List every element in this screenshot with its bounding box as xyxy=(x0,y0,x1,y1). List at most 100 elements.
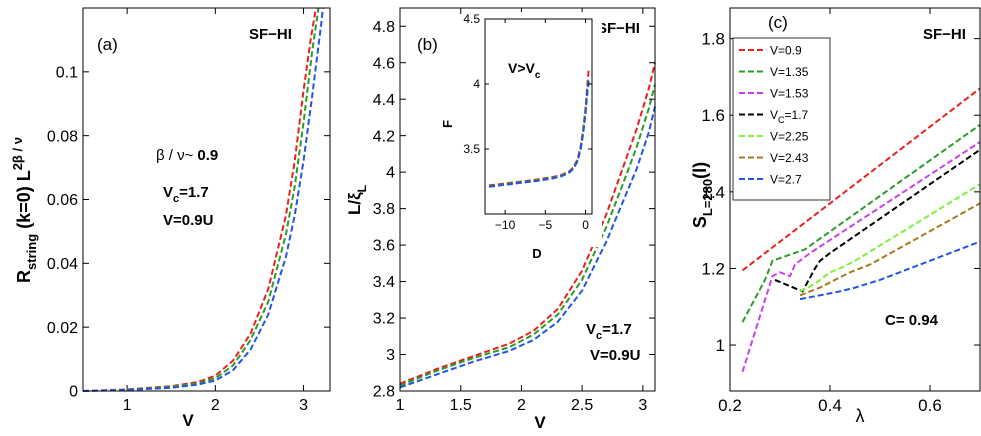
panel-b-ytick-label: 3.4 xyxy=(373,274,395,291)
panel-b-xtick-label: 2 xyxy=(517,397,526,414)
panel-c-series-4 xyxy=(799,183,981,293)
panel-b-ytick-label: 3 xyxy=(386,347,395,364)
inset-series-2 xyxy=(488,81,590,188)
panel-b-ticks: 1 1.5 2 2.5 3 2.8 3 3.2 3.4 3.6 3.8 4 4.2 4.4 4.6 4.8 xyxy=(373,8,655,414)
inset-ytick-label: 3.5 xyxy=(463,142,480,156)
panel-a-exponent: β / ν~ 0.9 xyxy=(156,147,218,164)
panel-c-xlabel: λ xyxy=(856,406,865,426)
panel-c-xtick-label: 0.4 xyxy=(818,396,842,415)
panel-b-vc-sub: c xyxy=(596,330,602,342)
panel-c-ytick-label: 1.6 xyxy=(701,106,725,125)
panel-b-xtick-label: 3 xyxy=(638,397,647,414)
panel-c-xtick-label: 0.2 xyxy=(718,396,742,415)
panel-a-ylabel-main: R xyxy=(14,270,34,283)
inset-xtick-label: 0 xyxy=(582,218,589,232)
inset-ytick-label: 4.5 xyxy=(463,12,480,26)
panel-a-series-0 xyxy=(82,7,317,392)
legend-label-1: V=1.35 xyxy=(770,65,809,79)
inset-annotation: V>Vc xyxy=(508,60,541,81)
panel-a-ytick-label: 0.06 xyxy=(47,192,78,209)
panel-b-series-0 xyxy=(399,62,656,385)
inset-xtick-label: −10 xyxy=(495,218,516,232)
panel-b-xtick-label: 1 xyxy=(396,397,405,414)
panel-b-xtick-label: 1.5 xyxy=(450,397,472,414)
panel-c-c-text: C= 0.94 xyxy=(885,312,939,329)
legend-label-main: V=2.7 xyxy=(770,173,802,187)
legend-label-tail: =1.7 xyxy=(785,108,809,122)
inset-frame xyxy=(484,18,593,215)
panel-a-curves xyxy=(82,7,324,392)
panel-b-ytick-label: 3.6 xyxy=(373,238,395,255)
panel-c-series-0 xyxy=(741,87,981,272)
panel-c-curves xyxy=(741,87,981,373)
inset-xtick-label: −5 xyxy=(538,218,552,232)
panel-c-legend: V=0.9 V=1.35 V=1.53 VC=1.7 V=2.25 V=2.43 V=2.7 xyxy=(732,37,831,201)
panel-c-series-5 xyxy=(799,202,981,297)
panel-c: 0.2 0.4 0.6 1 1.2 1.4 1.6 1.8 (c) SF−HI C= 0.94… xyxy=(690,7,981,426)
panel-c-frame xyxy=(729,7,981,392)
panel-c-ylabel-main: S xyxy=(690,216,710,228)
panel-b: 1 1.5 2 2.5 3 2.8 3 3.2 3.4 3.6 3.8 4 4.2 4.4 4.6 4.8 (… xyxy=(345,7,656,432)
panel-a-vc-main: V xyxy=(163,184,173,201)
legend-label-5: V=2.43 xyxy=(770,151,809,165)
panel-a-ticks: 1 2 3 0 0.02 0.04 0.06 0.08 0.1 xyxy=(47,8,330,414)
inset-annotation-main: V>V xyxy=(508,60,536,76)
inset-annotation-sub: c xyxy=(535,70,541,81)
inset-ticks: −10 −5 0 3.5 4 4.5 xyxy=(463,12,592,232)
panel-c-series-3 xyxy=(774,148,981,293)
legend-label-main: V=0.9 xyxy=(770,44,802,58)
legend-label-sub: C xyxy=(778,115,785,125)
panel-c-ylabel-sub: L=280 xyxy=(700,179,715,216)
panel-a-v-text: V=0.9U xyxy=(163,212,213,229)
panel-a-ylabel: Rstring (k=0) L2β / ν xyxy=(10,137,39,283)
panel-a-ylabel-sup: 2β / ν xyxy=(10,137,25,170)
panel-b-vc-value: =1.7 xyxy=(602,321,632,338)
legend-label-main: V=2.43 xyxy=(770,151,809,165)
panel-a-ytick-label: 0 xyxy=(69,384,78,401)
panel-b-ytick-label: 4.6 xyxy=(373,55,395,72)
inset-ylabel: F xyxy=(440,120,455,128)
panel-b-ytick-label: 3.2 xyxy=(373,311,395,328)
panel-b-ylabel: L/ξL xyxy=(345,185,369,215)
panel-a-ylabel-mid: (k=0) L xyxy=(14,170,34,234)
panel-b-v-text: V=0.9U xyxy=(590,347,640,364)
panel-c-ytick-label: 1.4 xyxy=(701,183,725,202)
panel-c-annotation: SF−HI xyxy=(923,26,966,43)
panel-c-series-1 xyxy=(741,123,981,323)
panel-c-series-6 xyxy=(799,240,981,301)
panel-b-curves xyxy=(399,62,656,389)
legend-label-main: V=1.35 xyxy=(770,65,809,79)
panel-b-ytick-label: 4.8 xyxy=(373,19,395,36)
panel-b-ytick-label: 3.8 xyxy=(373,201,395,218)
legend-label-main: V xyxy=(770,108,778,122)
panel-c-ticks: 0.2 0.4 0.6 1 1.2 1.4 1.6 1.8 xyxy=(701,8,980,415)
legend-label-3: VC=1.7 xyxy=(770,108,809,125)
panel-a-series-1 xyxy=(82,7,320,392)
panel-b-ytick-label: 4.4 xyxy=(373,92,395,109)
panel-a: 1 2 3 0 0.02 0.04 0.06 0.08 0.1 (a) SF−HI β / ν~… xyxy=(10,7,331,430)
panel-a-xtick-label: 1 xyxy=(123,397,132,414)
panel-c-ylabel-tail: (l) xyxy=(690,162,710,179)
legend-label-main: V=2.25 xyxy=(770,130,809,144)
panel-c-xtick-label: 0.6 xyxy=(918,396,942,415)
panel-b-inset: −10 −5 0 3.5 4 4.5 V>Vc D F xyxy=(440,12,602,261)
panel-a-exponent-text: β / ν~ xyxy=(156,147,194,164)
panel-a-xlabel: V xyxy=(182,411,194,430)
inset-curves xyxy=(488,68,590,188)
panel-b-ytick-label: 4.2 xyxy=(373,128,395,145)
panel-b-xtick-label: 2.5 xyxy=(571,397,593,414)
panel-a-vc: Vc=1.7 xyxy=(163,184,209,205)
panel-a-vc-value: =1.7 xyxy=(179,184,209,201)
panel-b-frame xyxy=(399,7,656,392)
panel-b-vc-main: V xyxy=(586,321,596,338)
panel-c-ytick-label: 1.8 xyxy=(701,30,725,49)
panel-a-ytick-label: 0.04 xyxy=(47,256,78,273)
panel-c-label: (c) xyxy=(768,13,788,32)
panel-a-series-2 xyxy=(82,7,324,392)
panel-a-xtick-label: 3 xyxy=(299,397,308,414)
panel-b-vc: Vc=1.7 xyxy=(586,321,632,342)
inset-ytick-label: 4 xyxy=(473,77,480,91)
panel-b-ylabel-sub: L xyxy=(355,185,369,192)
legend-label-4: V=2.25 xyxy=(770,130,809,144)
